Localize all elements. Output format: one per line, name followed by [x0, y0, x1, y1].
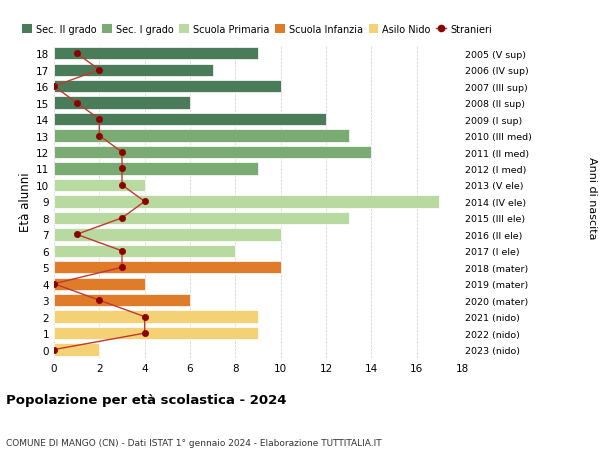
Bar	[54, 245, 235, 257]
Bar	[54, 196, 439, 208]
Text: COMUNE DI MANGO (CN) - Dati ISTAT 1° gennaio 2024 - Elaborazione TUTTITALIA.IT: COMUNE DI MANGO (CN) - Dati ISTAT 1° gen…	[6, 438, 382, 448]
Bar	[54, 229, 281, 241]
Bar	[54, 163, 258, 175]
Bar	[54, 97, 190, 110]
Bar	[54, 262, 281, 274]
Bar	[54, 278, 145, 290]
Bar	[54, 311, 258, 323]
Text: Anni di nascita: Anni di nascita	[587, 156, 597, 239]
Bar	[54, 130, 349, 142]
Bar	[54, 179, 145, 192]
Legend: Sec. II grado, Sec. I grado, Scuola Primaria, Scuola Infanzia, Asilo Nido, Stran: Sec. II grado, Sec. I grado, Scuola Prim…	[22, 25, 492, 35]
Text: Popolazione per età scolastica - 2024: Popolazione per età scolastica - 2024	[6, 393, 287, 406]
Y-axis label: Età alunni: Età alunni	[19, 172, 32, 232]
Bar	[54, 344, 100, 356]
Bar	[54, 64, 212, 77]
Bar	[54, 294, 190, 307]
Bar	[54, 212, 349, 224]
Bar	[54, 81, 281, 93]
Bar	[54, 327, 258, 340]
Bar	[54, 114, 326, 126]
Bar	[54, 146, 371, 159]
Bar	[54, 48, 258, 60]
